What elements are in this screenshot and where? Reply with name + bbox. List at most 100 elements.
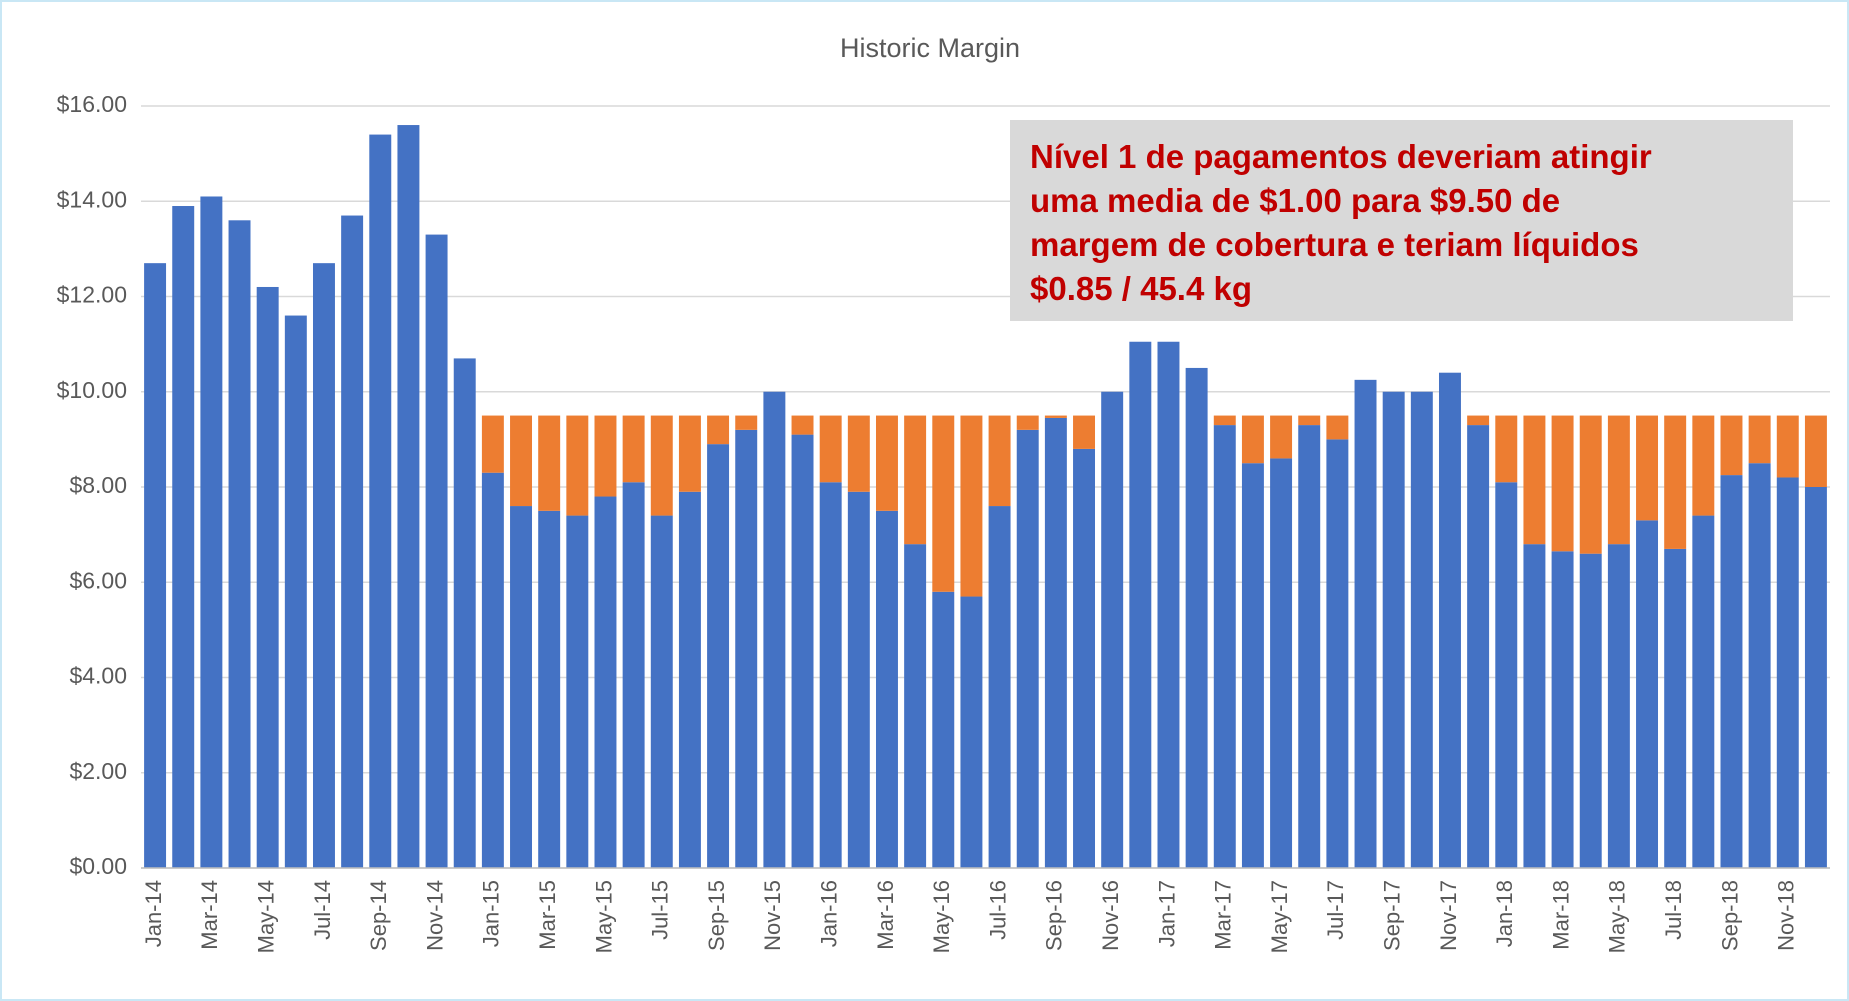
bar-segment [650, 415, 673, 516]
x-tick-label: Sep-18 [1717, 880, 1742, 951]
bar-segment [819, 415, 842, 483]
x-tick-label: May-15 [591, 880, 616, 953]
x-tick-label: Jan-16 [816, 880, 841, 947]
x-tick-label: Sep-15 [704, 880, 729, 951]
x-tick-label: Jul-18 [1661, 880, 1686, 940]
bar-segment [1354, 379, 1377, 868]
annotation-line: $0.85 / 45.4 kg [1030, 270, 1252, 307]
bar-segment [1692, 515, 1715, 868]
bar-segment [172, 206, 195, 868]
bar-segment [256, 286, 279, 869]
x-tick-label: May-14 [253, 880, 278, 953]
y-tick-label: $8.00 [69, 472, 127, 498]
bar-segment [1607, 415, 1630, 545]
bar-segment [650, 515, 673, 868]
x-tick-label: Nov-17 [1436, 880, 1461, 951]
y-tick-label: $16.00 [57, 91, 127, 117]
bar-segment [510, 506, 533, 868]
bar-segment [678, 491, 701, 868]
bar-segment [1467, 415, 1490, 426]
bar-segment [1664, 415, 1687, 549]
bar-segment [847, 491, 870, 868]
x-tick-label: Mar-18 [1548, 880, 1573, 950]
bar-segment [1073, 448, 1096, 868]
bar-segment [312, 263, 335, 869]
bar-segment [1579, 553, 1602, 868]
bar-segment [1298, 425, 1321, 868]
x-tick-label: Nov-16 [1098, 880, 1123, 951]
x-tick-label: Mar-14 [197, 880, 222, 950]
bar-segment [1467, 425, 1490, 868]
bar-segment [1438, 372, 1461, 868]
bar-segment [791, 415, 814, 435]
bar-segment [960, 415, 983, 597]
bar-segment [144, 263, 167, 869]
bar-segment [341, 215, 364, 869]
x-tick-label: Nov-15 [760, 880, 785, 951]
annotation-line: uma media de $1.00 para $9.50 de [1030, 182, 1560, 219]
bar-segment [904, 415, 927, 545]
y-tick-label: $10.00 [57, 377, 127, 403]
x-tick-label: May-17 [1267, 880, 1292, 953]
bar-segment [1692, 415, 1715, 516]
bar-segment [425, 234, 448, 868]
bar-segment [735, 429, 758, 868]
bar-segment [1016, 429, 1039, 868]
bar-segment [1748, 415, 1771, 464]
bar-segment [1270, 415, 1293, 459]
bar-segment [875, 415, 898, 511]
x-tick-label: Jul-14 [310, 880, 335, 940]
bar-segment [622, 482, 645, 868]
bar-segment [1551, 415, 1574, 552]
bar-segment [875, 510, 898, 868]
x-tick-label: Mar-17 [1211, 880, 1236, 950]
bar-segment [1185, 367, 1208, 868]
bar-segment [1213, 425, 1236, 868]
bar-segment [1748, 463, 1771, 868]
bar-segment [1101, 391, 1124, 868]
bar-segment [1044, 417, 1067, 868]
bar-segment [1157, 341, 1180, 868]
bar-segment [932, 415, 955, 592]
bar-segment [594, 496, 617, 868]
bar-segment [988, 506, 1011, 868]
bar-segment [1636, 415, 1659, 521]
bar-segment [1326, 439, 1349, 868]
y-tick-label: $12.00 [57, 282, 127, 308]
bar-segment [678, 415, 701, 492]
y-tick-label: $2.00 [69, 758, 127, 784]
bar-segment [1495, 415, 1518, 483]
bar-segment [819, 482, 842, 868]
bar-segment [369, 134, 392, 868]
bar-segment [622, 415, 645, 483]
y-tick-label: $4.00 [69, 663, 127, 689]
bar-segment [1495, 482, 1518, 868]
bar-segment [1579, 415, 1602, 554]
x-tick-label: Mar-16 [873, 880, 898, 950]
x-tick-label: Mar-15 [535, 880, 560, 950]
x-tick-label: Jan-17 [1154, 880, 1179, 947]
bar-segment [932, 591, 955, 868]
bar-segment [735, 415, 758, 430]
bar-segment [1523, 415, 1546, 545]
bar-segment [1044, 415, 1067, 418]
x-tick-label: Nov-14 [422, 880, 447, 951]
bar-segment [1270, 458, 1293, 868]
bar-segment [228, 220, 251, 869]
bar-segment [1636, 520, 1659, 868]
x-tick-label: Sep-16 [1042, 880, 1067, 951]
x-tick-label: Jul-15 [648, 880, 673, 940]
bar-segment [1664, 548, 1687, 868]
bar-segment [284, 315, 307, 868]
bar-segment [510, 415, 533, 507]
bar-segment [453, 358, 476, 868]
bar-segment [1551, 551, 1574, 868]
y-tick-label: $14.00 [57, 186, 127, 212]
bar-segment [1241, 463, 1264, 868]
x-tick-label: Jan-14 [141, 880, 166, 947]
bar-segment [1213, 415, 1236, 426]
bar-segment [1804, 487, 1827, 868]
bar-segment [481, 472, 504, 868]
x-tick-label: Jul-17 [1323, 880, 1348, 940]
